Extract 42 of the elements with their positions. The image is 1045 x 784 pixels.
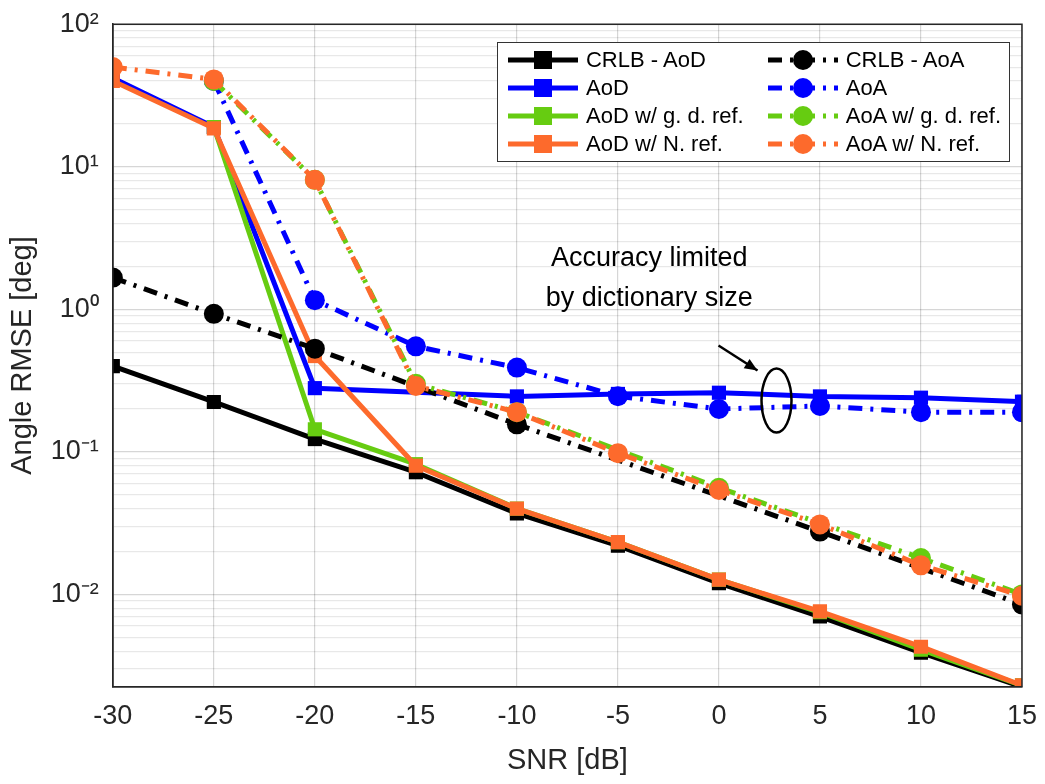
point <box>304 290 325 311</box>
point <box>708 398 729 419</box>
point <box>711 385 726 400</box>
point <box>506 357 527 378</box>
point <box>910 402 931 423</box>
legend-label: AoD w/ g. d. ref. <box>585 103 744 130</box>
legend-label: AoD w/ N. ref. <box>585 131 723 158</box>
x-tick-label: 15 <box>1006 700 1038 731</box>
legend-label: CRLB - AoD <box>585 47 706 74</box>
point <box>307 422 322 437</box>
x-tick-label: 5 <box>812 700 828 731</box>
point <box>910 555 931 576</box>
legend-label: AoA w/ N. ref. <box>845 131 981 158</box>
y-tick-label: 10² <box>59 7 99 38</box>
x-tick-label: 10 <box>905 700 936 731</box>
x-tick-label: -20 <box>295 700 335 731</box>
point <box>203 303 224 324</box>
x-tick-label: -5 <box>605 700 630 731</box>
legend-label: CRLB - AoA <box>845 47 965 74</box>
x-tick-label: -30 <box>93 700 133 731</box>
x-tick-label: -25 <box>194 700 234 731</box>
point <box>509 389 524 404</box>
x-axis-title: SNR [dB] <box>506 742 628 775</box>
y-tick-label: 10⁻¹ <box>50 435 99 466</box>
point <box>607 443 628 464</box>
legend-label: AoA <box>845 75 888 102</box>
y-tick-label: 10⁻² <box>50 577 99 608</box>
x-tick-label: -10 <box>497 700 537 731</box>
point <box>809 514 830 535</box>
legend-label: AoD <box>585 75 629 102</box>
annotation: Accuracy limited by dictionary size <box>545 242 753 313</box>
x-tick-label: -15 <box>396 700 436 731</box>
x-tick-label: 0 <box>711 700 727 731</box>
y-tick-label: 10¹ <box>59 150 99 181</box>
point <box>304 338 325 359</box>
y-tick-label: 10⁰ <box>59 292 99 323</box>
point <box>405 336 426 357</box>
point <box>307 381 322 396</box>
point <box>607 386 628 407</box>
point <box>206 394 221 410</box>
legend-label: AoA w/ g. d. ref. <box>845 103 1002 130</box>
y-axis-title: Angle RMSE [deg] <box>5 236 38 475</box>
